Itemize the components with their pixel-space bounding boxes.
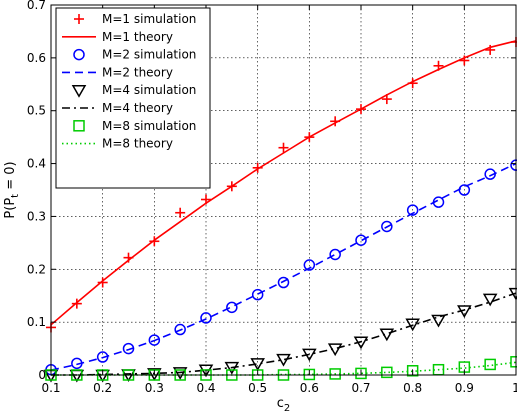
data-point-m-2-simulation xyxy=(355,234,367,246)
legend-entry-m-2-theory: M=2 theory xyxy=(62,65,173,79)
x-tick-label: 0.1 xyxy=(41,381,60,395)
y-tick-label: 0.5 xyxy=(27,104,46,118)
legend-entry-m-8-theory: M=8 theory xyxy=(62,137,173,151)
series-m-4-theory xyxy=(51,292,517,376)
data-point-m-1-simulation xyxy=(278,142,289,153)
x-tick-label: 0.6 xyxy=(300,381,319,395)
data-point-m-2-simulation xyxy=(226,301,238,314)
legend-entry-m-4-simulation: M=4 simulation xyxy=(71,83,196,98)
data-point-m-8-simulation xyxy=(381,366,393,379)
y-axis-label-main: P(P xyxy=(3,198,18,219)
legend-box xyxy=(55,7,211,189)
series-layer xyxy=(43,37,517,383)
axis-labels: c2 P(Pt = 0) xyxy=(3,161,290,414)
x-tick-label: 0.2 xyxy=(93,381,112,395)
data-point-m-2-simulation xyxy=(303,259,316,271)
y-tick-label: 0 xyxy=(38,368,46,382)
data-point-m-1-simulation xyxy=(97,277,108,288)
legend-marker-m-2-simulation xyxy=(73,48,85,61)
legend-label-m-8-simulation: M=8 simulation xyxy=(102,119,196,133)
series-m-2-theory xyxy=(50,162,517,371)
data-point-m-2-simulation xyxy=(200,312,212,324)
y-axis-label-subscript: t xyxy=(10,194,21,198)
legend-label-m-2-simulation: M=2 simulation xyxy=(102,48,196,62)
data-point-m-1-simulation xyxy=(175,207,186,218)
x-axis-label-subscript: 2 xyxy=(284,403,290,414)
y-tick-label: 0.6 xyxy=(27,51,46,65)
ticks: 0.1 0.2 0.3 0.4 0.5 0.6 0.7 0.8 0.9 100.10.20.30.… xyxy=(27,0,517,395)
legend-label-m-4-simulation: M=4 simulation xyxy=(102,83,196,97)
data-point-m-2-simulation xyxy=(96,351,109,363)
data-point-m-2-simulation xyxy=(381,220,393,233)
data-point-m-4-simulation xyxy=(405,318,420,332)
x-axis-label-main: c xyxy=(277,396,284,411)
legend-label-m-1-simulation: M=1 simulation xyxy=(102,12,196,26)
legend-marker-m-8-simulation xyxy=(73,120,85,132)
legend-entry-m-4-theory: M=4 theory xyxy=(62,101,173,115)
x-tick-label: 0.9 xyxy=(455,381,474,395)
series-m-1-theory xyxy=(50,40,517,326)
series-line-m-4-theory xyxy=(51,292,517,376)
legend-label-m-2-theory: M=2 theory xyxy=(102,65,173,79)
x-tick-label: 0.7 xyxy=(351,381,370,395)
y-axis-label-tail: = 0) xyxy=(3,161,18,194)
legend-entry-m-1-theory: M=1 theory xyxy=(62,30,173,44)
data-point-m-1-simulation xyxy=(149,236,160,247)
y-tick-label: 0.3 xyxy=(27,209,46,223)
axes-box xyxy=(50,4,517,376)
legend-entry-m-1-simulation: M=1 simulation xyxy=(74,12,196,26)
data-point-m-2-simulation xyxy=(174,323,186,336)
legend-label-m-4-theory: M=4 theory xyxy=(102,101,173,115)
y-tick-label: 0.4 xyxy=(27,157,46,171)
x-tick-label: 0.3 xyxy=(145,381,164,395)
data-point-m-2-simulation xyxy=(148,334,161,346)
data-point-m-4-simulation xyxy=(431,314,446,328)
data-point-m-2-simulation xyxy=(277,276,290,289)
y-tick-label: 0.7 xyxy=(27,0,46,12)
data-point-m-4-simulation xyxy=(482,293,498,307)
series-line-m-1-theory xyxy=(50,40,517,326)
legend-entry-m-2-simulation: M=2 simulation xyxy=(73,48,196,62)
x-tick-label: 0.8 xyxy=(403,381,422,395)
x-axis-label: c2 xyxy=(277,396,291,414)
legend-label-m-1-theory: M=1 theory xyxy=(102,30,173,44)
legend: M=1 simulation M=1 theory M=2 simulation M=… xyxy=(55,7,211,189)
legend-entry-m-8-simulation: M=8 simulation xyxy=(73,119,196,133)
data-point-m-4-simulation xyxy=(147,368,162,381)
y-tick-label: 0.2 xyxy=(27,262,46,276)
data-point-m-1-simulation xyxy=(71,298,82,309)
y-tick-label: 0.1 xyxy=(27,315,46,329)
x-tick-label: 0.5 xyxy=(248,381,267,395)
legend-marker-m-1-simulation xyxy=(74,14,84,24)
series-line-m-2-theory xyxy=(50,162,517,371)
data-point-m-2-simulation xyxy=(329,248,341,261)
data-point-m-2-simulation xyxy=(251,288,264,301)
y-axis-label: P(Pt = 0) xyxy=(3,161,21,218)
x-tick-label: 1 xyxy=(512,381,517,395)
data-point-m-8-simulation xyxy=(484,358,496,371)
data-point-m-2-simulation xyxy=(406,204,419,216)
x-tick-label: 0.4 xyxy=(196,381,215,395)
legend-marker-m-4-simulation xyxy=(71,84,87,98)
legend-label-m-8-theory: M=8 theory xyxy=(102,137,173,151)
